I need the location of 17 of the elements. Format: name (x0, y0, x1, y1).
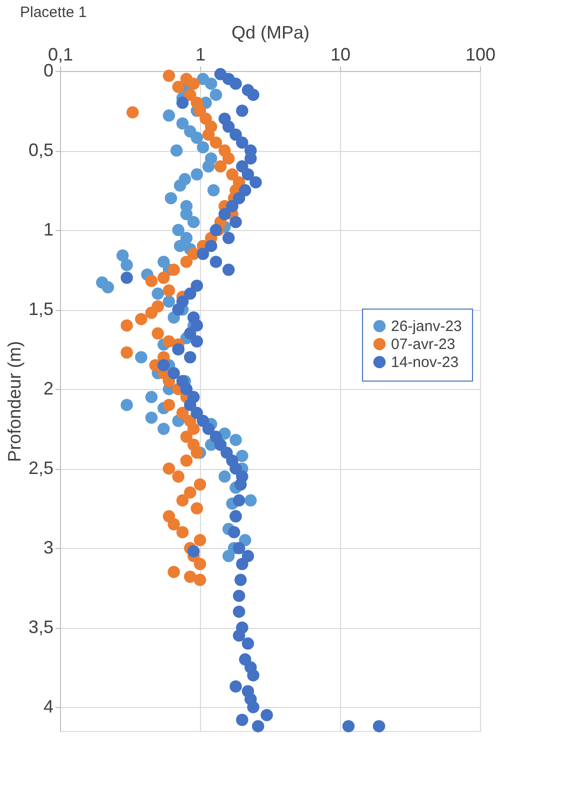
chart-title: Placette 1 (20, 4, 87, 21)
y-tick-label: 3 (43, 538, 54, 558)
x-tick-label: 100 (465, 44, 496, 64)
x-tick-label: 1 (195, 44, 206, 64)
y-tick-label: 2 (43, 378, 54, 399)
y-tick-label: 3,5 (28, 617, 54, 638)
x-tick-label: 10 (330, 44, 351, 64)
y-axis-title: Profondeur (m) (4, 340, 24, 462)
y-tick-label: 4 (43, 696, 54, 717)
legend-label: 26-janv-23 (391, 318, 462, 336)
y-tick-label: 1,5 (28, 299, 54, 320)
y-tick-label: 2,5 (28, 458, 54, 478)
y-tick-label: 0,5 (28, 140, 54, 160)
legend-label: 14-nov-23 (391, 354, 459, 372)
legend-label: 07-avr-23 (391, 336, 456, 354)
y-tick-label: 1 (43, 220, 54, 240)
x-axis-title: Qd (MPa) (231, 22, 310, 42)
